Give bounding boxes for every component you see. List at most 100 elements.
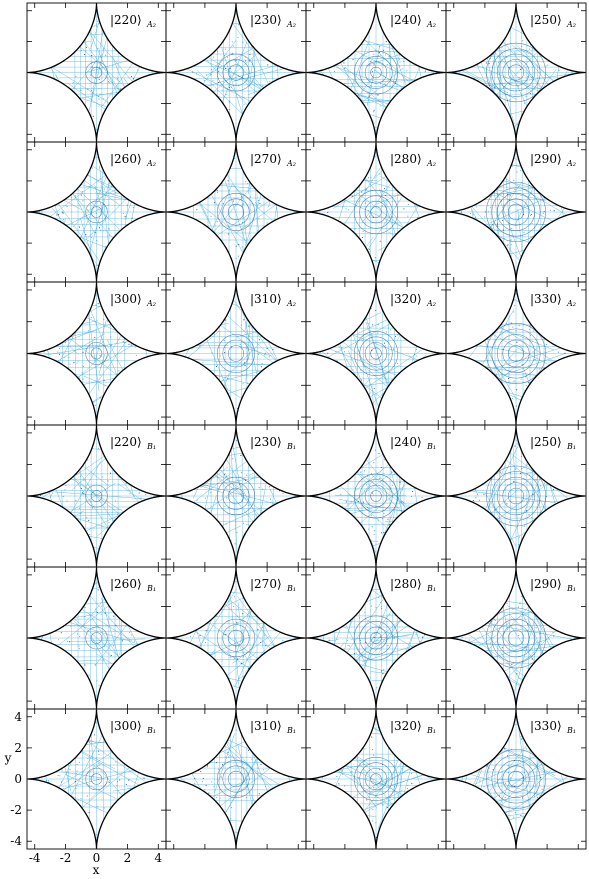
trajectory-point [341, 22, 343, 24]
state-label: |330⟩ [530, 292, 562, 306]
trajectory-point [399, 65, 401, 67]
trajectory-point [345, 670, 348, 672]
trajectory-point [154, 384, 156, 386]
trajectory-point [64, 489, 66, 491]
trajectory-point [277, 28, 280, 30]
trajectory-point [186, 802, 188, 804]
trajectory-point [320, 449, 322, 451]
trajectory-point [465, 473, 467, 475]
trajectory-point [220, 813, 222, 815]
trajectory-point [546, 183, 548, 185]
trajectory-point [464, 100, 466, 103]
trajectory-point [69, 363, 71, 365]
trajectory-point [51, 241, 53, 243]
trajectory-point [317, 803, 319, 805]
trajectory-point [181, 659, 183, 661]
trajectory-point [142, 441, 144, 443]
trajectory-segment [350, 589, 427, 680]
trajectory-point [501, 294, 503, 296]
trajectory-segment [118, 768, 141, 835]
trajectory-point [59, 49, 61, 51]
trajectory-point [193, 546, 195, 548]
trajectory-point [203, 621, 205, 623]
trajectory-point [465, 242, 467, 244]
trajectory-segment [555, 656, 565, 695]
trajectory-point [426, 257, 428, 260]
caustic-ring [497, 53, 535, 92]
trajectory-point [464, 446, 467, 448]
trajectory-point [484, 88, 486, 90]
trajectory-point [194, 782, 196, 784]
trajectory-point [119, 240, 121, 242]
trajectory-point [351, 116, 353, 118]
trajectory-point [544, 74, 546, 76]
trajectory-point [186, 730, 188, 732]
trajectory-point [195, 289, 197, 291]
trajectory-point [314, 814, 316, 816]
trajectory-point [468, 224, 470, 226]
trajectory-segment [315, 40, 349, 112]
trajectory-point [401, 839, 403, 841]
trajectory-point [223, 123, 225, 125]
trajectory-point [229, 68, 231, 70]
caustic-ring [85, 626, 108, 650]
trajectory-point [527, 409, 529, 411]
trajectory-point [392, 252, 394, 254]
trajectory-segment [370, 671, 440, 679]
trajectory-point [141, 120, 143, 122]
trajectory-point [464, 239, 466, 241]
trajectory-segment [90, 729, 95, 779]
trajectory-point [130, 75, 133, 78]
trajectory-point [199, 635, 201, 637]
trajectory-point [67, 751, 69, 753]
trajectory-point [462, 504, 464, 506]
trajectory-segment [33, 568, 61, 671]
trajectory-point [458, 26, 460, 28]
trajectory-point [555, 40, 557, 43]
trajectory-point [215, 593, 217, 595]
trajectory-point [296, 128, 298, 130]
trajectory-segment [195, 320, 220, 352]
trajectory-segment [558, 614, 569, 632]
trajectory-point [187, 803, 189, 805]
trajectory-point [175, 811, 177, 813]
caustic-ring [491, 187, 541, 237]
trajectory-point [277, 545, 279, 547]
trajectory-point [406, 35, 408, 37]
trajectory-point [89, 776, 91, 778]
trajectory-point [81, 190, 83, 193]
trajectory-point [356, 531, 358, 534]
trajectory-point [97, 209, 99, 211]
trajectory-point [371, 526, 373, 528]
trajectory-point [153, 525, 155, 527]
trajectory-point [383, 342, 385, 344]
trajectory-point [191, 397, 193, 399]
trajectory-point [326, 203, 328, 205]
trajectory-point [75, 787, 77, 790]
trajectory-point [151, 95, 153, 97]
trajectory-segment [41, 160, 71, 191]
trajectory-point [504, 123, 506, 125]
trajectory-point [57, 480, 59, 483]
trajectory-point [182, 245, 184, 247]
trajectory-point [379, 591, 381, 593]
trajectory-point [329, 575, 331, 577]
trajectory-point [474, 575, 476, 578]
trajectory-point [315, 511, 317, 513]
trajectory-point [57, 625, 59, 627]
trajectory-segment [523, 592, 574, 694]
trajectory-point [140, 747, 142, 749]
trajectory-point [52, 808, 54, 811]
trajectory-point [463, 246, 465, 248]
trajectory-point [296, 641, 298, 643]
trajectory-point [422, 533, 424, 535]
trajectory-point [153, 669, 155, 672]
trajectory-point [417, 555, 419, 557]
trajectory-point [210, 696, 212, 698]
trajectory-point [403, 754, 405, 756]
trajectory-point [194, 246, 196, 248]
trajectory-point [77, 532, 79, 534]
trajectory-point [131, 693, 133, 695]
trajectory-point [67, 45, 69, 47]
trajectory-point [82, 351, 84, 353]
